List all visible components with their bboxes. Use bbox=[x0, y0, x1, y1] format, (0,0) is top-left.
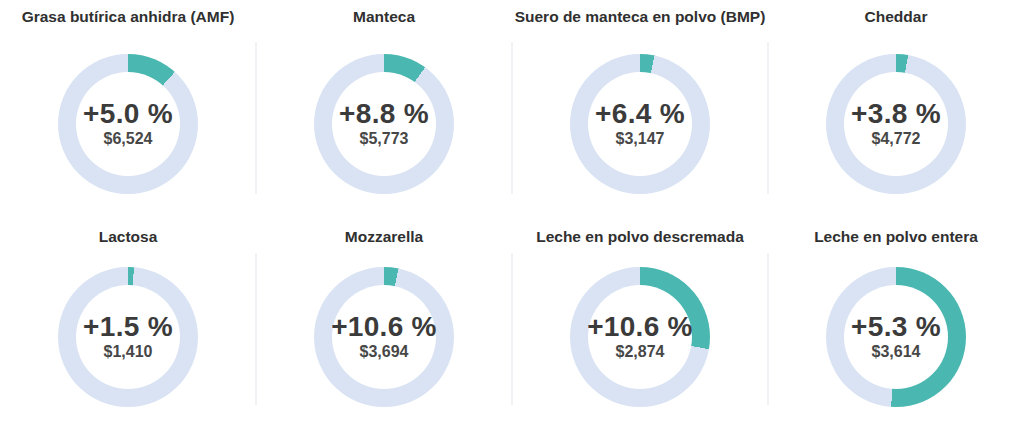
gauge-price-value: $3,614 bbox=[872, 343, 921, 361]
donut-gauge-ring: +10.6 % $3,694 bbox=[314, 267, 454, 407]
gauge-card: Lactosa +1.5 % $1,410 bbox=[0, 211, 256, 422]
donut-gauge-center: +10.6 % $2,874 bbox=[588, 285, 692, 389]
donut-gauge-center: +5.3 % $3,614 bbox=[844, 285, 948, 389]
gauge-title: Suero de manteca en polvo (BMP) bbox=[515, 8, 766, 27]
gauge-percent-change: +10.6 % bbox=[331, 312, 437, 341]
gauge-percent-change: +3.8 % bbox=[851, 99, 941, 128]
gauge-title: Cheddar bbox=[865, 8, 928, 27]
donut-gauge-ring: +6.4 % $3,147 bbox=[570, 54, 710, 194]
donut-gauge-ring: +5.3 % $3,614 bbox=[826, 267, 966, 407]
donut-gauge-ring: +10.6 % $2,874 bbox=[570, 267, 710, 407]
gauge-card: Suero de manteca en polvo (BMP) +6.4 % $3,… bbox=[512, 0, 768, 211]
donut-gauge-center: +8.8 % $5,773 bbox=[332, 72, 436, 176]
gauge-title: Lactosa bbox=[99, 228, 158, 247]
donut-gauge-center: +10.6 % $3,694 bbox=[332, 285, 436, 389]
gauge-price-value: $6,524 bbox=[104, 130, 153, 148]
gauge-card: Manteca +8.8 % $5,773 bbox=[256, 0, 512, 211]
gauge-card: Mozzarella +10.6 % $3,694 bbox=[256, 211, 512, 422]
gauge-price-value: $1,410 bbox=[104, 343, 153, 361]
gauge-title: Manteca bbox=[353, 8, 415, 27]
gauge-price-value: $4,772 bbox=[872, 130, 921, 148]
gauge-title: Leche en polvo descremada bbox=[536, 228, 744, 247]
gauge-percent-change: +10.6 % bbox=[587, 312, 693, 341]
donut-gauge-center: +3.8 % $4,772 bbox=[844, 72, 948, 176]
gauge-percent-change: +5.3 % bbox=[851, 312, 941, 341]
gauge-price-value: $3,147 bbox=[616, 130, 665, 148]
gauge-card: Leche en polvo descremada +10.6 % $2,874 bbox=[512, 211, 768, 422]
gauge-percent-change: +8.8 % bbox=[339, 99, 429, 128]
gauge-title: Grasa butírica anhidra (AMF) bbox=[22, 8, 235, 27]
gauge-card: Leche en polvo entera +5.3 % $3,614 bbox=[768, 211, 1024, 422]
donut-gauge-center: +5.0 % $6,524 bbox=[76, 72, 180, 176]
gauge-card: Grasa butírica anhidra (AMF) +5.0 % $6,524 bbox=[0, 0, 256, 211]
dairy-price-gauges-dashboard: Grasa butírica anhidra (AMF) +5.0 % $6,524… bbox=[0, 0, 1024, 422]
gauge-title: Leche en polvo entera bbox=[814, 228, 978, 247]
gauge-price-value: $3,694 bbox=[360, 343, 409, 361]
gauge-percent-change: +6.4 % bbox=[595, 99, 685, 128]
gauge-price-value: $2,874 bbox=[616, 343, 665, 361]
donut-gauge-center: +6.4 % $3,147 bbox=[588, 72, 692, 176]
gauge-title: Mozzarella bbox=[345, 228, 423, 247]
gauge-percent-change: +1.5 % bbox=[83, 312, 173, 341]
donut-gauge-ring: +5.0 % $6,524 bbox=[58, 54, 198, 194]
donut-gauge-ring: +8.8 % $5,773 bbox=[314, 54, 454, 194]
donut-gauge-center: +1.5 % $1,410 bbox=[76, 285, 180, 389]
donut-gauge-ring: +1.5 % $1,410 bbox=[58, 267, 198, 407]
gauge-grid: Grasa butírica anhidra (AMF) +5.0 % $6,524… bbox=[0, 0, 1024, 422]
donut-gauge-ring: +3.8 % $4,772 bbox=[826, 54, 966, 194]
gauge-card: Cheddar +3.8 % $4,772 bbox=[768, 0, 1024, 211]
gauge-percent-change: +5.0 % bbox=[83, 99, 173, 128]
gauge-price-value: $5,773 bbox=[360, 130, 409, 148]
